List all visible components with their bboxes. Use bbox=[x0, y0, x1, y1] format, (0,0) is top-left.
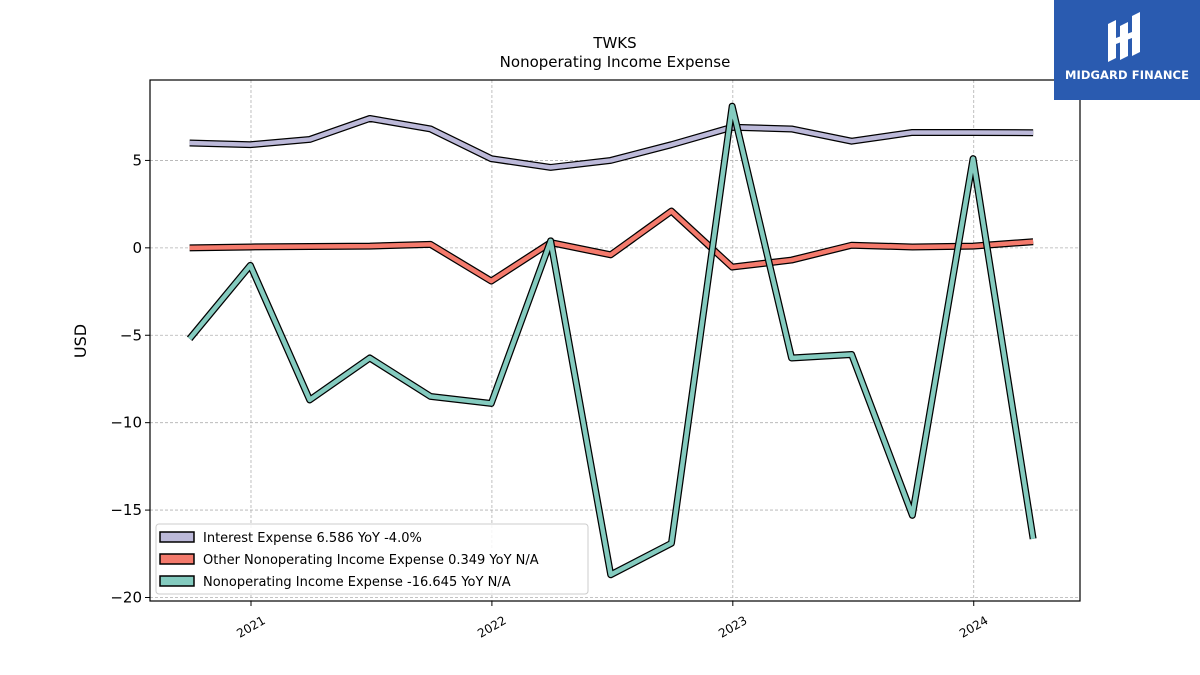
legend: Interest Expense 6.586 YoY -4.0% Other No… bbox=[155, 523, 589, 595]
logo-mark-icon bbox=[1108, 12, 1140, 62]
y-tick-label: −20 bbox=[110, 589, 142, 607]
y-axis-label: USD bbox=[71, 324, 90, 358]
series-line-1 bbox=[189, 208, 1034, 284]
x-tick-label: 2021 bbox=[234, 613, 267, 640]
chart-title: TWKS bbox=[592, 34, 636, 52]
x-tick-label: 2022 bbox=[475, 613, 508, 640]
y-tick-label: −10 bbox=[110, 414, 142, 432]
brand-logo: MIDGARD FINANCE bbox=[1054, 0, 1200, 100]
plot-frame bbox=[149, 79, 1081, 602]
series-line-2 bbox=[187, 103, 1036, 578]
y-tick-label: −15 bbox=[110, 501, 142, 519]
legend-label-0: Interest Expense 6.586 YoY -4.0% bbox=[203, 531, 422, 546]
y-tick-label: 0 bbox=[132, 239, 142, 257]
x-tick-label: 2024 bbox=[957, 613, 990, 640]
legend-box bbox=[155, 523, 589, 595]
legend-swatch-0 bbox=[159, 531, 195, 543]
legend-swatch-2 bbox=[159, 575, 195, 587]
series-line-0 bbox=[189, 116, 1034, 170]
chart-subtitle: Nonoperating Income Expense bbox=[500, 53, 731, 71]
legend-label-2: Nonoperating Income Expense -16.645 YoY … bbox=[203, 575, 511, 590]
x-tick-label: 2023 bbox=[716, 613, 749, 640]
logo-text: MIDGARD FINANCE bbox=[1064, 68, 1190, 82]
legend-swatch-1 bbox=[159, 553, 195, 565]
y-tick-label: 5 bbox=[132, 151, 142, 169]
legend-label-1: Other Nonoperating Income Expense 0.349 … bbox=[203, 553, 539, 568]
y-tick-label: −5 bbox=[120, 326, 142, 344]
